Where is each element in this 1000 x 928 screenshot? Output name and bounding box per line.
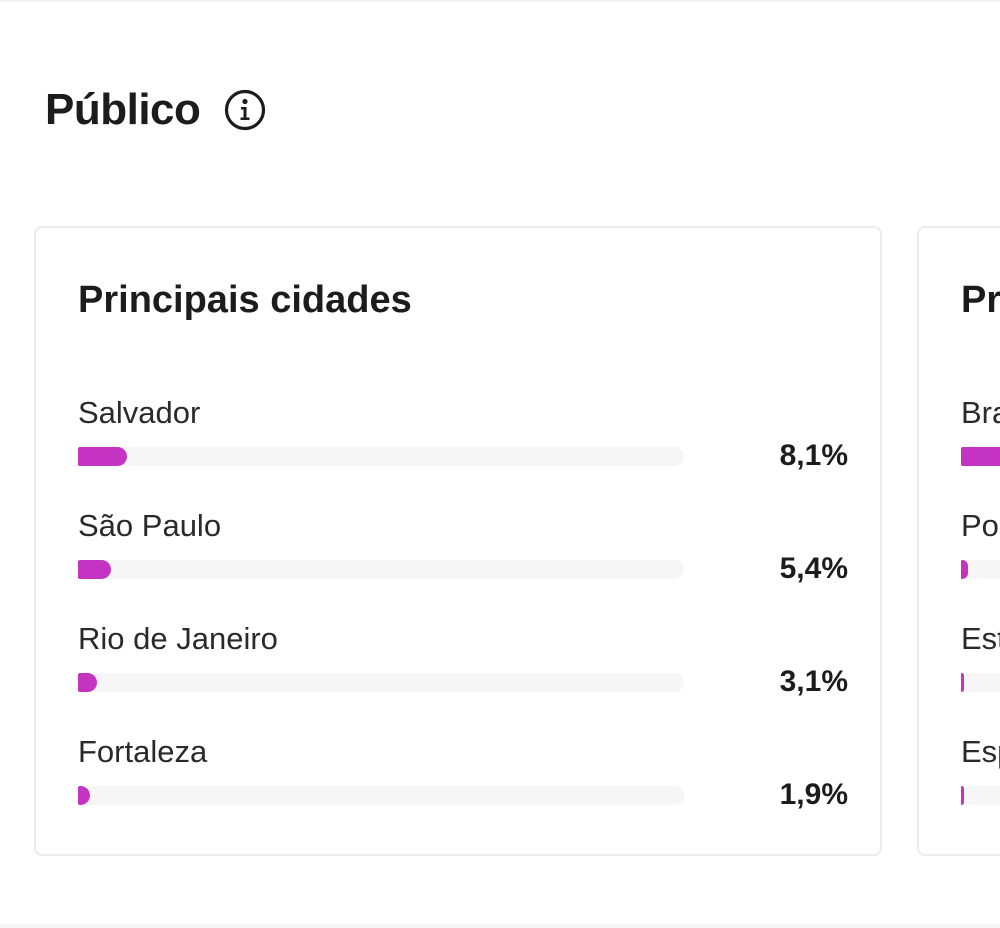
top-countries-card: Pr Bra Po Est Esp [917, 226, 1000, 856]
country-row: Est [961, 620, 1000, 720]
top-divider [0, 0, 1000, 2]
country-bar-fill [961, 673, 964, 692]
country-bar-fill [961, 447, 1000, 466]
city-percentage: 3,1% [779, 665, 848, 698]
city-row: Fortaleza 1,9% [78, 733, 848, 833]
city-label: Rio de Janeiro [78, 621, 278, 656]
city-label: Salvador [78, 395, 201, 430]
country-bar-track [961, 560, 1000, 579]
bottom-divider [0, 924, 1000, 928]
city-row: Salvador 8,1% [78, 394, 848, 494]
section-title: Público [45, 85, 201, 134]
country-bar-fill [961, 786, 964, 805]
city-row: São Paulo 5,4% [78, 507, 848, 607]
city-bar-fill [78, 560, 111, 579]
country-bar-fill [961, 560, 968, 579]
country-bar-track [961, 673, 1000, 692]
city-bar-fill [78, 447, 127, 466]
info-icon[interactable] [224, 89, 266, 131]
city-percentage: 8,1% [779, 439, 848, 472]
country-row: Po [961, 507, 1000, 607]
city-bar-fill [78, 673, 97, 692]
country-row: Esp [961, 733, 1000, 833]
city-bar-track [78, 786, 684, 805]
city-label: São Paulo [78, 508, 222, 543]
city-row: Rio de Janeiro 3,1% [78, 620, 848, 720]
country-bar-track [961, 447, 1000, 466]
country-row: Bra [961, 394, 1000, 494]
city-bar-fill [78, 786, 90, 805]
city-bar-track [78, 447, 684, 466]
city-bar-track [78, 560, 684, 579]
section-header: Público [45, 82, 266, 138]
city-percentage: 5,4% [779, 552, 848, 585]
top-cities-card: Principais cidades Salvador 8,1% São Pau… [34, 226, 882, 856]
country-bar-track [961, 786, 1000, 805]
city-percentage: 1,9% [779, 778, 848, 811]
city-label: Fortaleza [78, 734, 208, 769]
top-countries-title: Pr [961, 279, 1000, 321]
city-bar-track [78, 673, 684, 692]
top-cities-title: Principais cidades [78, 279, 412, 321]
country-label: Est [961, 621, 1000, 656]
country-label: Bra [961, 395, 1000, 430]
country-label: Po [961, 508, 999, 543]
country-label: Esp [961, 734, 1000, 769]
